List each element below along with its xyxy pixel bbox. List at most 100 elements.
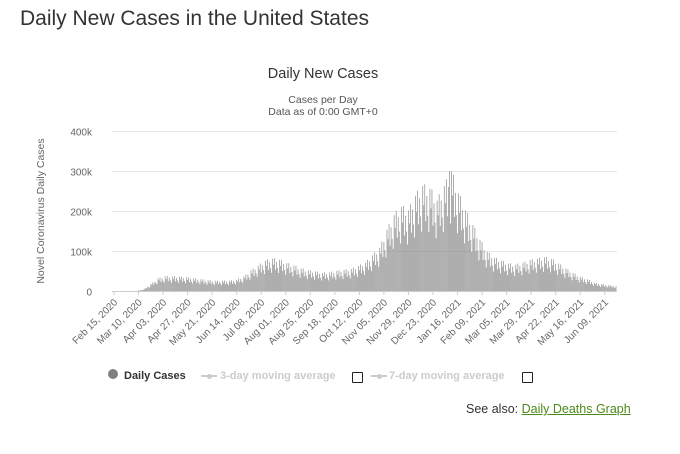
daily-cases-bar[interactable] [234,283,235,291]
daily-cases-bar[interactable] [250,270,252,292]
daily-cases-bar[interactable] [211,281,213,291]
daily-cases-bar[interactable] [304,271,306,291]
daily-cases-bar[interactable] [297,269,299,291]
daily-cases-bar[interactable] [462,210,463,291]
daily-cases-bar[interactable] [399,243,401,291]
daily-cases-bar[interactable] [504,271,505,291]
daily-cases-bar[interactable] [496,257,497,291]
daily-cases-bar[interactable] [255,273,257,291]
daily-cases-bar[interactable] [347,271,349,291]
daily-cases-bar[interactable] [519,266,521,291]
daily-cases-bar[interactable] [257,265,259,291]
daily-cases-bar[interactable] [605,285,607,291]
daily-cases-bar[interactable] [365,262,366,291]
daily-cases-bar[interactable] [473,238,475,291]
daily-cases-bar[interactable] [373,260,374,291]
daily-cases-bar[interactable] [248,277,250,291]
daily-cases-bar[interactable] [427,215,429,291]
daily-cases-bar[interactable] [153,284,155,291]
daily-cases-bar[interactable] [477,250,479,291]
daily-cases-bar[interactable] [357,276,358,291]
legend-item-3day-average[interactable]: 3-day moving average [220,370,336,382]
daily-cases-bar[interactable] [252,268,254,291]
daily-cases-bar[interactable] [595,284,596,291]
daily-cases-bar[interactable] [463,228,464,291]
daily-cases-bar[interactable] [376,254,378,291]
daily-cases-bar[interactable] [301,272,303,291]
daily-cases-bar[interactable] [327,277,328,291]
daily-cases-bar[interactable] [227,283,228,291]
daily-cases-bar[interactable] [387,239,389,291]
daily-cases-bar[interactable] [335,279,337,291]
daily-cases-bar[interactable] [606,286,608,291]
daily-cases-bar[interactable] [461,230,462,291]
daily-cases-bar[interactable] [417,190,418,291]
daily-deaths-graph-link[interactable]: Daily Deaths Graph [521,402,631,416]
daily-cases-bar[interactable] [259,263,261,291]
daily-cases-bar[interactable] [561,274,563,291]
daily-cases-bar[interactable] [581,277,583,291]
daily-cases-bar[interactable] [518,272,520,291]
daily-cases-bar[interactable] [283,264,285,291]
daily-cases-bar[interactable] [185,283,186,291]
daily-cases-bar[interactable] [555,263,556,291]
daily-cases-bar[interactable] [532,269,534,291]
daily-cases-bar[interactable] [416,211,417,291]
daily-cases-bar[interactable] [339,277,341,291]
daily-cases-bar[interactable] [152,282,154,291]
daily-cases-bar[interactable] [397,217,399,291]
daily-cases-bar[interactable] [188,277,189,291]
daily-cases-bar[interactable] [309,270,311,291]
daily-cases-bar[interactable] [312,272,313,291]
daily-cases-bar[interactable] [145,287,147,291]
daily-cases-bar[interactable] [419,198,421,291]
daily-cases-bar[interactable] [163,282,165,291]
daily-cases-bar[interactable] [352,267,354,291]
daily-cases-bar[interactable] [559,269,561,291]
daily-cases-bar[interactable] [258,269,260,291]
daily-cases-bar[interactable] [287,268,289,291]
daily-cases-bar[interactable] [306,279,308,291]
daily-cases-bar[interactable] [380,253,382,291]
daily-cases-bar[interactable] [579,276,581,291]
daily-cases-bar[interactable] [208,282,210,291]
daily-cases-bar[interactable] [413,224,414,291]
daily-cases-bar[interactable] [567,269,569,291]
daily-cases-bar[interactable] [485,267,487,291]
daily-cases-bar[interactable] [284,270,286,291]
daily-cases-bar[interactable] [324,272,325,291]
daily-cases-bar[interactable] [354,269,356,291]
daily-cases-bar[interactable] [452,195,453,291]
legend-checkbox-3day[interactable] [352,372,363,383]
daily-cases-bar[interactable] [253,275,255,291]
daily-cases-bar[interactable] [493,271,494,291]
daily-cases-bar[interactable] [366,266,367,291]
daily-cases-bar[interactable] [174,276,175,291]
daily-cases-bar[interactable] [389,245,391,291]
daily-cases-bar[interactable] [517,263,519,291]
daily-cases-bar[interactable] [228,285,229,291]
daily-cases-bar[interactable] [480,250,482,291]
daily-cases-bar[interactable] [428,232,430,291]
daily-cases-bar[interactable] [217,284,219,291]
daily-cases-bar[interactable] [266,265,267,291]
daily-cases-bar[interactable] [490,258,492,291]
daily-cases-bar[interactable] [553,259,554,291]
daily-cases-bar[interactable] [602,285,604,291]
daily-cases-bar[interactable] [544,257,545,291]
daily-cases-bar[interactable] [351,272,353,291]
daily-cases-bar[interactable] [175,281,176,291]
daily-cases-bar[interactable] [593,285,594,291]
daily-cases-bar[interactable] [187,279,188,291]
daily-cases-bar[interactable] [377,261,379,291]
daily-cases-bar[interactable] [572,272,574,291]
daily-cases-bar[interactable] [203,283,205,291]
daily-cases-bar[interactable] [381,241,383,291]
daily-cases-bar[interactable] [178,282,179,291]
daily-cases-bar[interactable] [520,271,522,291]
daily-cases-bar[interactable] [243,276,245,291]
daily-cases-bar[interactable] [372,255,373,291]
daily-cases-bar[interactable] [478,260,480,291]
daily-cases-bar[interactable] [515,264,517,291]
daily-cases-bar[interactable] [542,266,543,291]
